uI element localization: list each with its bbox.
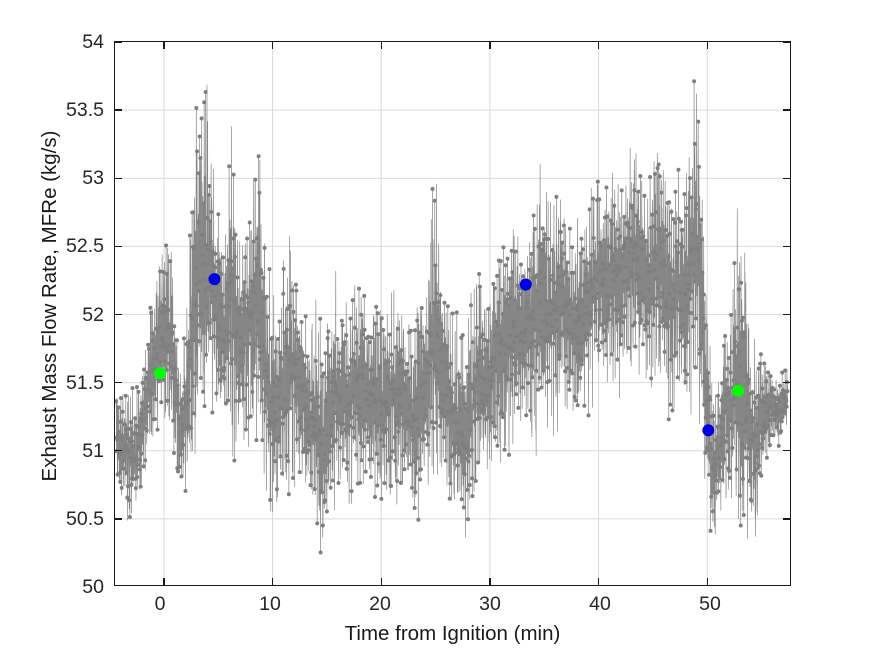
y-tick-mark	[115, 450, 122, 452]
blue-marker-3	[702, 424, 715, 437]
y-tick-mark	[115, 518, 122, 520]
x-axis-tick-labels: 0 10 20 30 40 50	[0, 593, 875, 625]
y-tick-mark	[783, 313, 790, 316]
y-tick-mark	[783, 42, 790, 43]
x-tick-mark	[489, 578, 491, 585]
y-axis-title: Exhaust Mass Flow Rate, MFRe (kg/s)	[38, 130, 61, 482]
y-tick-label: 50.5	[66, 508, 104, 530]
x-tick-mark	[706, 42, 708, 49]
highlight-markers	[154, 273, 745, 437]
y-tick-label: 51	[82, 440, 104, 462]
green-marker-2	[732, 384, 745, 397]
y-tick-mark	[783, 518, 790, 520]
x-axis-title: Time from Ignition (min)	[344, 622, 561, 645]
blue-marker-2	[519, 278, 532, 291]
x-tick-mark	[489, 42, 491, 49]
x-tick-mark	[271, 578, 274, 585]
plot-area	[114, 41, 791, 586]
x-tick-mark	[380, 578, 382, 585]
y-tick-mark	[783, 245, 790, 248]
y-tick-label: 52	[82, 304, 104, 326]
y-tick-label: 53.5	[66, 99, 104, 121]
y-tick-mark	[115, 177, 122, 179]
x-tick-mark	[706, 578, 708, 585]
y-tick-label: 50	[82, 576, 104, 598]
y-tick-mark	[115, 109, 122, 111]
y-tick-mark	[115, 42, 122, 43]
x-tick-label: 0	[154, 593, 166, 615]
x-tick-mark	[271, 42, 274, 49]
x-tick-label: 40	[589, 593, 611, 615]
y-tick-mark	[115, 245, 122, 248]
y-tick-label: 51.5	[66, 372, 104, 394]
x-tick-mark	[597, 578, 600, 585]
x-tick-label: 10	[259, 593, 281, 615]
y-tick-label: 54	[82, 31, 104, 53]
y-axis-tick-labels: 54 53.5 53 52.5 52 51.5 51 50.5 50	[0, 0, 104, 656]
x-tick-mark	[380, 42, 382, 49]
blue-marker-1	[208, 273, 221, 286]
data-series-line	[115, 79, 790, 555]
x-tick-mark	[163, 578, 165, 585]
y-tick-mark	[115, 313, 122, 316]
x-tick-mark	[163, 42, 165, 49]
y-tick-mark	[783, 381, 790, 384]
x-tick-label: 50	[699, 593, 721, 615]
x-tick-mark	[597, 42, 600, 49]
x-tick-label: 20	[369, 593, 391, 615]
y-tick-mark	[115, 381, 122, 384]
y-tick-mark	[783, 109, 790, 111]
x-tick-label: 30	[479, 593, 501, 615]
green-marker-1	[154, 367, 167, 380]
y-tick-label: 52.5	[66, 235, 104, 257]
y-tick-label: 53	[82, 167, 104, 189]
y-tick-mark	[783, 450, 790, 452]
y-tick-mark	[783, 177, 790, 179]
